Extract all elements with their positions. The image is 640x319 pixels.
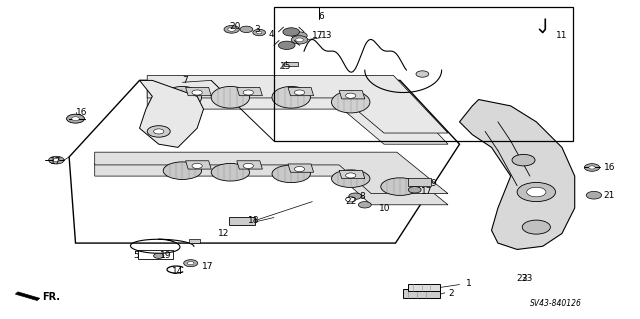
Text: 17: 17 (312, 31, 324, 40)
Circle shape (292, 32, 307, 40)
Circle shape (296, 38, 303, 42)
Ellipse shape (272, 86, 310, 108)
Text: 22: 22 (346, 197, 357, 206)
Polygon shape (95, 163, 448, 205)
Circle shape (240, 26, 253, 33)
Text: 17: 17 (202, 262, 213, 271)
Circle shape (253, 29, 266, 36)
Polygon shape (339, 91, 365, 99)
Text: 3: 3 (255, 25, 260, 34)
Circle shape (416, 71, 429, 77)
Circle shape (358, 202, 371, 208)
Text: FR.: FR. (42, 292, 60, 302)
Polygon shape (288, 87, 314, 96)
Text: 18: 18 (248, 216, 260, 225)
Text: 14: 14 (172, 267, 183, 276)
Text: SV43-840126: SV43-840126 (529, 299, 582, 308)
Text: 1: 1 (466, 279, 472, 288)
Text: 15: 15 (280, 63, 292, 71)
Ellipse shape (332, 170, 370, 188)
Polygon shape (147, 87, 448, 144)
Circle shape (154, 129, 164, 134)
Text: 12: 12 (218, 229, 229, 238)
Text: 9: 9 (430, 179, 436, 188)
Text: 17: 17 (50, 157, 61, 166)
Bar (284, 62, 298, 66)
Text: 7: 7 (182, 76, 188, 85)
Ellipse shape (272, 165, 310, 182)
Circle shape (527, 187, 546, 197)
Circle shape (408, 187, 421, 193)
Text: 2: 2 (448, 289, 454, 298)
Circle shape (586, 191, 602, 199)
Text: 5: 5 (133, 251, 139, 260)
Circle shape (283, 28, 300, 36)
Bar (403, 289, 440, 298)
Circle shape (349, 193, 362, 199)
Circle shape (257, 31, 262, 34)
Circle shape (346, 197, 356, 202)
Text: 23: 23 (516, 274, 527, 283)
Circle shape (49, 156, 64, 164)
Ellipse shape (163, 162, 202, 179)
Text: 23: 23 (522, 274, 533, 283)
Text: 13: 13 (321, 31, 333, 40)
Bar (408, 284, 440, 291)
Polygon shape (288, 164, 314, 172)
Text: 11: 11 (556, 31, 567, 40)
Text: 4: 4 (269, 30, 275, 39)
Bar (408, 178, 431, 186)
Polygon shape (186, 161, 211, 169)
Circle shape (584, 164, 600, 171)
Circle shape (67, 114, 84, 123)
Circle shape (184, 260, 198, 267)
Circle shape (522, 220, 550, 234)
Text: 20: 20 (229, 22, 241, 31)
Circle shape (512, 154, 535, 166)
Text: 8: 8 (360, 192, 365, 201)
Bar (229, 217, 255, 225)
Text: 21: 21 (604, 191, 615, 200)
Polygon shape (15, 292, 40, 300)
Ellipse shape (211, 86, 250, 108)
Ellipse shape (381, 178, 419, 195)
Circle shape (154, 253, 164, 258)
Circle shape (224, 26, 239, 33)
Ellipse shape (163, 86, 202, 108)
Circle shape (294, 90, 305, 95)
Polygon shape (460, 100, 575, 249)
Circle shape (192, 90, 202, 95)
Circle shape (291, 36, 308, 44)
Circle shape (346, 173, 356, 178)
Polygon shape (147, 76, 448, 133)
Circle shape (243, 90, 253, 95)
Circle shape (72, 117, 79, 121)
Polygon shape (237, 161, 262, 169)
Circle shape (228, 27, 236, 31)
Polygon shape (186, 87, 211, 96)
Circle shape (346, 93, 356, 98)
Circle shape (147, 126, 170, 137)
Ellipse shape (211, 163, 250, 181)
Circle shape (243, 163, 253, 168)
Text: 17: 17 (421, 187, 433, 196)
Circle shape (192, 163, 202, 168)
Text: 10: 10 (379, 204, 390, 213)
Circle shape (517, 182, 556, 202)
Circle shape (589, 166, 595, 169)
Text: 6: 6 (319, 12, 324, 21)
Polygon shape (140, 80, 204, 147)
Circle shape (188, 262, 194, 265)
Circle shape (294, 167, 305, 172)
Circle shape (53, 159, 60, 162)
Polygon shape (95, 152, 448, 194)
Circle shape (278, 41, 295, 49)
Polygon shape (237, 87, 262, 96)
Ellipse shape (332, 91, 370, 113)
Text: 16: 16 (604, 163, 615, 172)
Text: 19: 19 (160, 251, 172, 260)
Polygon shape (339, 170, 365, 179)
Bar (189, 239, 200, 243)
Text: 16: 16 (76, 108, 87, 117)
